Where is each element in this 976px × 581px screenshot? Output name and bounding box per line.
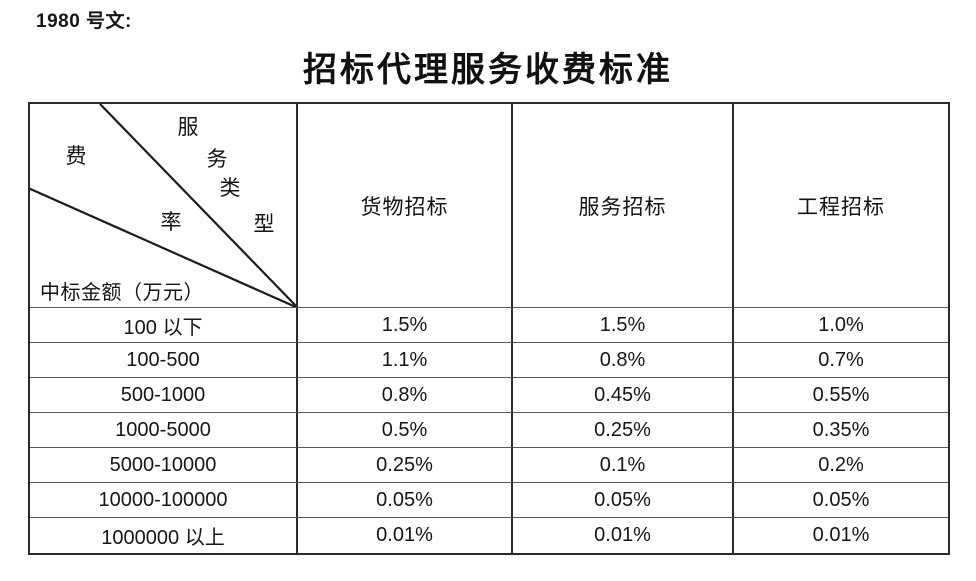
table-cell: 1.1%	[298, 343, 513, 378]
row-label: 100 以下	[30, 308, 298, 343]
table-cell: 0.01%	[513, 518, 734, 553]
column-header-services: 服务招标	[513, 104, 734, 308]
table-cell: 0.1%	[513, 448, 734, 483]
table-cell: 0.05%	[513, 483, 734, 518]
table-cell: 0.35%	[734, 413, 948, 448]
table-cell: 1.0%	[734, 308, 948, 343]
row-label: 500-1000	[30, 378, 298, 413]
service-type-char: 类	[219, 176, 241, 200]
table-cell: 0.01%	[812, 524, 870, 546]
table-cell: 0.8%	[513, 343, 734, 378]
column-header-works: 工程招标	[734, 104, 948, 308]
table-cell: 0.8%	[298, 378, 513, 413]
table-cell: 1.5%	[513, 308, 734, 343]
table-cell: 0.45%	[513, 378, 734, 413]
table-cell: 0.55%	[734, 378, 948, 413]
row-label: 10000-100000	[30, 483, 298, 518]
table-cell: 0.01%	[298, 518, 513, 553]
table-cell: 0.05%	[298, 483, 513, 518]
table-cell: 0.5%	[298, 413, 513, 448]
corner-header-cell: 服 务 类 型 费 率 中标金额（万元）	[30, 104, 298, 308]
service-type-char: 型	[253, 212, 275, 236]
row-label: 1000000 以上	[30, 518, 298, 553]
row-label: 5000-10000	[30, 448, 298, 483]
row-label: 100-500	[30, 343, 298, 378]
service-type-char: 服	[177, 115, 199, 139]
table-cell: 1.5%	[298, 308, 513, 343]
table-cell: 0.7%	[734, 343, 948, 378]
service-type-char: 务	[206, 147, 228, 171]
page-title: 招标代理服务收费标准	[303, 52, 673, 89]
column-header-goods: 货物招标	[298, 104, 513, 308]
doc-number-label: 1980 号文:	[36, 11, 132, 32]
table-cell: 0.2%	[734, 448, 948, 483]
diagonal-divider-lines	[30, 104, 296, 307]
row-label: 1000-5000	[30, 413, 298, 448]
fee-rate-char: 费	[65, 144, 87, 168]
table-cell: 0.05%	[734, 483, 948, 518]
table-cell: 0.25%	[298, 448, 513, 483]
table-cell: 0.25%	[513, 413, 734, 448]
fee-rate-char: 率	[160, 210, 182, 234]
amount-axis-label: 中标金额（万元）	[40, 282, 204, 304]
fee-standard-table: 服 务 类 型 费 率 中标金额（万元） 货物招标 服务招标 工程招标 100 …	[28, 102, 950, 555]
